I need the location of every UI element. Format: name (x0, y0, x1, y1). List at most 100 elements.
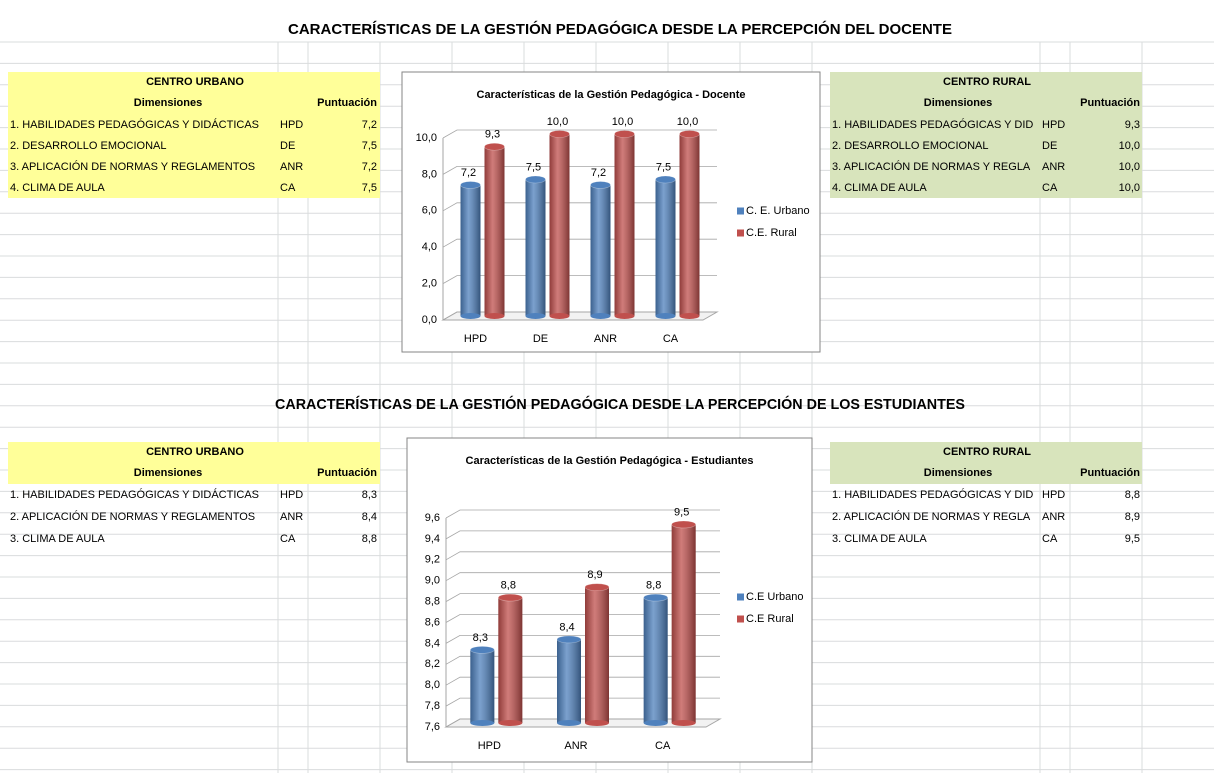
score: 9,5 (1125, 533, 1140, 545)
score: 10,0 (1119, 140, 1140, 152)
bar-base (643, 720, 668, 726)
y-tick-label: 8,4 (425, 637, 440, 649)
y-tick-label: 8,8 (425, 596, 440, 608)
score: 7,2 (362, 119, 377, 131)
bar-cap (679, 130, 700, 138)
grid-line (442, 129, 717, 139)
legend-label: C.E Urbano (746, 591, 803, 603)
bar-shade (460, 184, 481, 316)
bar-base (460, 313, 481, 319)
grid-line (445, 676, 720, 686)
value-label: 9,5 (674, 506, 689, 518)
y-tick-label: 10,0 (416, 132, 437, 144)
bar-cap (556, 635, 582, 644)
value-label: 10,0 (612, 116, 633, 128)
grid-line (445, 635, 720, 644)
bar-cap (460, 181, 481, 189)
bar-shade (614, 134, 635, 316)
x-tick-label: CA (655, 740, 671, 752)
bar-shade (549, 134, 570, 316)
bar-base (655, 313, 676, 319)
bar-shade (590, 184, 611, 316)
legend-swatch (737, 207, 744, 215)
code: HPD (280, 119, 303, 131)
dimension: 1. HABILIDADES PEDAGÓGICAS Y DIDÁCTICAS (10, 488, 259, 501)
y-tick-label: 0,0 (422, 314, 437, 326)
bar-shade (525, 179, 546, 316)
dimension: 1. HABILIDADES PEDAGÓGICAS Y DID (832, 118, 1033, 131)
y-tick-label: 9,6 (425, 512, 440, 524)
score: 8,4 (362, 511, 377, 523)
content: CARACTERÍSTICAS DE LA GESTIÓN PEDAGÓGICA… (8, 20, 1142, 763)
bar-shade (470, 649, 495, 723)
bar-cap (498, 593, 523, 602)
value-label: 7,2 (591, 167, 606, 179)
bar-shade (655, 179, 676, 316)
value-label: 7,5 (526, 161, 541, 173)
value-label: 8,4 (559, 621, 574, 633)
dimension: 2. DESARROLLO EMOCIONAL (10, 140, 167, 152)
bar-shade (643, 597, 668, 723)
x-tick-label: HPD (464, 333, 487, 345)
score: 8,8 (362, 533, 377, 545)
code: DE (280, 140, 295, 152)
bar-base (585, 720, 609, 726)
section-title: CARACTERÍSTICAS DE LA GESTIÓN PEDAGÓGICA… (275, 395, 965, 413)
code: CA (280, 533, 296, 545)
dimension: 2. APLICACIÓN DE NORMAS Y REGLAMENTOS (10, 510, 255, 523)
score: 8,9 (1125, 511, 1140, 523)
value-label: 10,0 (547, 116, 568, 128)
dimension: 3. CLIMA DE AULA (832, 533, 927, 545)
y-tick-label: 8,6 (425, 616, 440, 628)
table-highlight (8, 442, 380, 484)
dimension: 3. APLICACIÓN DE NORMAS Y REGLAMENTOS (10, 160, 255, 173)
column-header: Dimensiones (924, 467, 992, 479)
legend-label: C. E. Urbano (746, 205, 810, 217)
bar-cap (549, 130, 570, 138)
y-tick-label: 8,2 (425, 658, 440, 670)
score: 10,0 (1119, 161, 1140, 173)
score: 8,8 (1125, 489, 1140, 501)
table-heading: CENTRO URBANO (146, 76, 244, 88)
value-label: 10,0 (677, 116, 698, 128)
y-tick-label: 6,0 (422, 205, 437, 217)
value-label: 7,2 (461, 167, 476, 179)
grid-line (445, 697, 720, 707)
x-tick-label: DE (533, 333, 548, 345)
bar-cap (655, 175, 676, 184)
column-header: Puntuación (1080, 97, 1140, 109)
code: HPD (280, 489, 303, 501)
value-label: 8,9 (587, 569, 602, 581)
code: ANR (280, 161, 303, 173)
bar-shade (585, 587, 609, 723)
column-header: Puntuación (317, 97, 377, 109)
value-label: 9,3 (485, 129, 500, 141)
bar-base (590, 313, 611, 319)
dimension: 2. DESARROLLO EMOCIONAL (832, 140, 989, 152)
dimension: 4. CLIMA DE AULA (10, 182, 105, 194)
y-tick-label: 7,6 (425, 721, 440, 733)
score: 8,3 (362, 489, 377, 501)
code: HPD (1042, 489, 1065, 501)
legend-label: C.E. Rural (746, 227, 797, 239)
bar-cap (643, 593, 668, 602)
chart-title: Características de la Gestión Pedagógica… (477, 89, 746, 101)
chart: Características de la Gestión Pedagógica… (406, 437, 813, 763)
value-label: 7,5 (656, 161, 671, 173)
code: ANR (280, 511, 303, 523)
bar-cap (470, 646, 495, 654)
dimension: 4. CLIMA DE AULA (832, 182, 927, 194)
legend-swatch (737, 593, 744, 601)
bar-base (679, 313, 700, 319)
legend-swatch (737, 229, 744, 237)
dimension: 3. APLICACIÓN DE NORMAS Y REGLA (832, 160, 1031, 173)
grid-line (445, 593, 720, 602)
value-label: 8,8 (646, 580, 661, 592)
code: CA (1042, 533, 1058, 545)
bar-cap (525, 175, 546, 184)
code: HPD (1042, 119, 1065, 131)
value-label: 8,3 (473, 632, 488, 644)
dimension: 3. CLIMA DE AULA (10, 533, 105, 545)
bar-shade (671, 524, 696, 723)
legend-label: C.E Rural (746, 613, 794, 625)
